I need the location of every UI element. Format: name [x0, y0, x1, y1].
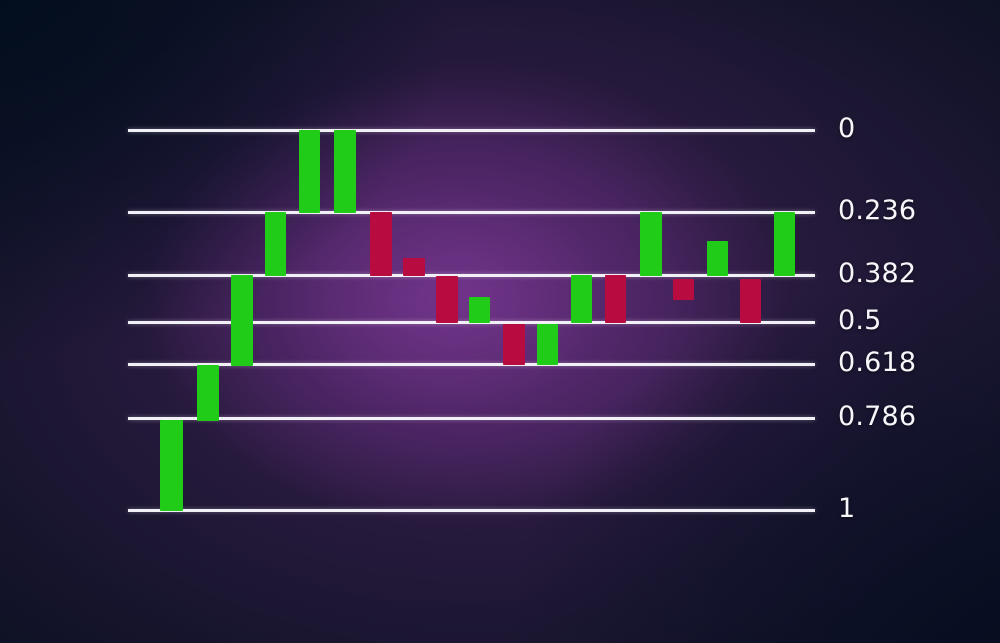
fib-level-line-0-786[interactable] [128, 417, 815, 420]
candle-7-down[interactable] [370, 212, 392, 276]
candle-3-up[interactable] [231, 275, 253, 366]
candle-5-up[interactable] [299, 130, 320, 213]
candle-18-down[interactable] [740, 279, 761, 323]
fib-level-label-0: 0 [838, 113, 856, 144]
fib-level-line-0-236[interactable] [128, 211, 815, 214]
fib-level-label-1: 1 [838, 493, 856, 524]
fib-level-line-0[interactable] [128, 129, 815, 132]
candle-16-down[interactable] [673, 279, 694, 300]
fib-level-label-0-236: 0.236 [838, 195, 917, 226]
candle-6-up[interactable] [334, 130, 356, 213]
fib-level-label-0-382: 0.382 [838, 258, 917, 289]
candle-9-down[interactable] [436, 276, 458, 323]
candle-13-up[interactable] [571, 275, 592, 323]
candle-17-up[interactable] [707, 241, 728, 276]
candle-14-down[interactable] [605, 275, 626, 323]
fib-level-label-0-5: 0.5 [838, 305, 882, 336]
candle-11-down[interactable] [503, 324, 525, 365]
candle-15-up[interactable] [640, 212, 662, 276]
fib-level-label-0-618: 0.618 [838, 347, 917, 378]
fib-level-label-0-786: 0.786 [838, 401, 917, 432]
fib-level-line-0-382[interactable] [128, 274, 815, 277]
fib-level-line-1[interactable] [128, 509, 815, 512]
candle-2-up[interactable] [197, 365, 219, 421]
candle-1-up[interactable] [160, 420, 183, 511]
candle-12-up[interactable] [537, 324, 558, 365]
candle-19-up[interactable] [774, 212, 795, 276]
candle-4-up[interactable] [265, 212, 286, 276]
fib-level-line-0-618[interactable] [128, 363, 815, 366]
candle-8-down[interactable] [403, 258, 425, 276]
candle-10-up[interactable] [469, 297, 490, 323]
